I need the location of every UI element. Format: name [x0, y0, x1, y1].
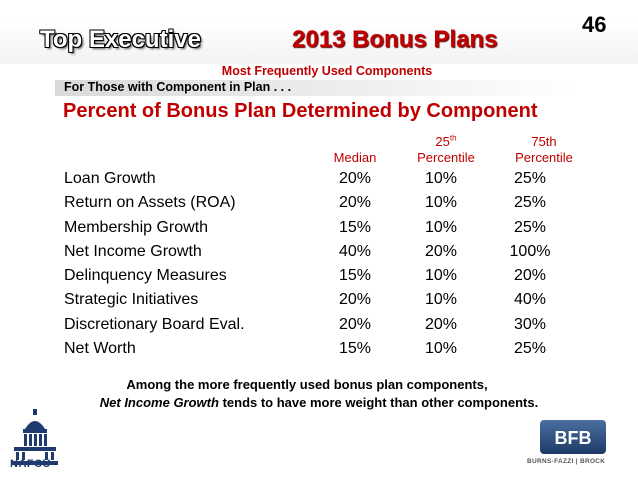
qualifier-strip: [55, 80, 575, 96]
footnote: Among the more frequently used bonus pla…: [0, 376, 638, 412]
row-label: Strategic Initiatives: [64, 291, 199, 309]
row-25th: 10%: [424, 340, 458, 358]
table-row: Return on Assets (ROA) 20% 10% 25%: [64, 194, 584, 218]
row-25th: 10%: [424, 194, 458, 212]
footnote-line-1: Among the more frequently used bonus pla…: [126, 377, 488, 392]
col-head-median-text: Median: [333, 150, 377, 165]
row-label: Return on Assets (ROA): [64, 194, 236, 212]
row-label: Membership Growth: [64, 218, 209, 236]
row-75th: 25%: [513, 340, 547, 358]
bfb-logo-text: BFB: [555, 428, 592, 448]
row-median: 15%: [338, 218, 372, 236]
subtitle: Most Frequently Used Components: [0, 64, 638, 78]
title-bonus-plans: 2013 Bonus Plans: [292, 26, 498, 53]
header-bar: [0, 22, 638, 64]
qualifier-text: For Those with Component in Plan . . .: [64, 80, 292, 94]
row-25th: 20%: [424, 242, 458, 260]
row-75th: 25%: [513, 194, 547, 212]
table-row: Membership Growth 15% 10% 25%: [64, 219, 584, 243]
col-head-75th: 75th Percentile: [504, 134, 584, 166]
row-median: 40%: [338, 242, 372, 260]
row-label: Loan Growth: [64, 170, 156, 187]
col-head-25th-number: 25: [435, 134, 450, 149]
row-median: 15%: [338, 267, 372, 285]
row-median: 20%: [338, 291, 372, 309]
row-median: 20%: [338, 170, 372, 187]
table-row: Loan Growth 20% 10% 25%: [64, 170, 584, 194]
row-label: Discretionary Board Eval.: [64, 315, 245, 333]
row-label: Net Income Growth: [64, 242, 202, 260]
col-head-25th-sup: th: [449, 133, 457, 143]
row-75th: 20%: [513, 267, 547, 285]
section-heading: Percent of Bonus Plan Determined by Comp…: [55, 98, 575, 128]
col-head-75th-num: 75th: [531, 134, 557, 149]
row-25th: 10%: [424, 170, 458, 187]
page-number: 46: [582, 12, 607, 37]
row-25th: 10%: [424, 218, 458, 236]
row-median: 20%: [338, 315, 372, 333]
row-75th: 25%: [513, 218, 547, 236]
table-row: Net Worth 15% 10% 25%: [64, 340, 584, 364]
col-head-25th-num: 25th: [406, 134, 486, 150]
table-row: Strategic Initiatives 20% 10% 40%: [64, 291, 584, 315]
table-row: Delinquency Measures 15% 10% 20%: [64, 267, 584, 291]
title-top-executive: Top Executive: [40, 26, 201, 53]
row-75th: 40%: [513, 291, 547, 309]
row-median: 15%: [338, 340, 372, 358]
row-label: Net Worth: [64, 340, 136, 358]
footnote-emphasis: Net Income Growth: [99, 395, 219, 410]
row-25th: 10%: [424, 291, 458, 309]
footnote-rest: tends to have more weight than other com…: [218, 395, 539, 410]
row-25th: 10%: [424, 267, 458, 285]
component-table: Loan Growth 20% 10% 25% Return on Assets…: [64, 170, 584, 364]
col-head-25th: 25th Percentile: [406, 134, 486, 166]
nafcu-logo-text: NAFCU: [10, 458, 51, 470]
row-median: 20%: [338, 194, 372, 212]
capitol-dome-icon: [12, 409, 58, 465]
footnote-line-2: Net Income Growth tends to have more wei…: [0, 394, 638, 412]
row-75th: 30%: [513, 315, 547, 333]
col-head-75th-word: Percentile: [515, 150, 573, 165]
bfb-logo-icon: BFB: [540, 420, 606, 454]
section-heading-text: Percent of Bonus Plan Determined by Comp…: [63, 100, 538, 122]
row-label: Delinquency Measures: [64, 267, 227, 285]
subtitle-text: Most Frequently Used Components: [221, 64, 433, 78]
row-75th: 100%: [509, 242, 551, 260]
col-head-25th-word: Percentile: [417, 150, 475, 165]
col-head-median: Median: [320, 150, 390, 166]
row-25th: 20%: [424, 315, 458, 333]
bfb-subtitle-text: BURNS-FAZZI | BROCK: [527, 458, 606, 465]
row-75th: 25%: [513, 170, 547, 187]
table-row: Discretionary Board Eval. 20% 20% 30%: [64, 316, 584, 340]
table-row: Net Income Growth 40% 20% 100%: [64, 243, 584, 267]
